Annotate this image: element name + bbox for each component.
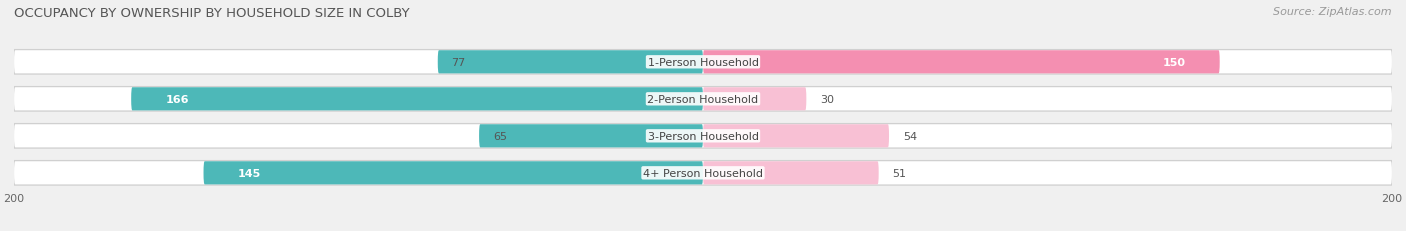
Text: 65: 65 bbox=[494, 131, 508, 141]
Text: 51: 51 bbox=[893, 168, 907, 178]
FancyBboxPatch shape bbox=[703, 88, 807, 111]
FancyBboxPatch shape bbox=[14, 51, 1392, 74]
Text: 1-Person Household: 1-Person Household bbox=[648, 58, 758, 67]
Text: 150: 150 bbox=[1163, 58, 1185, 67]
FancyBboxPatch shape bbox=[703, 161, 879, 185]
FancyBboxPatch shape bbox=[14, 125, 1392, 148]
FancyBboxPatch shape bbox=[703, 51, 1219, 74]
Text: 30: 30 bbox=[820, 94, 834, 104]
Text: OCCUPANCY BY OWNERSHIP BY HOUSEHOLD SIZE IN COLBY: OCCUPANCY BY OWNERSHIP BY HOUSEHOLD SIZE… bbox=[14, 7, 409, 20]
FancyBboxPatch shape bbox=[437, 51, 703, 74]
FancyBboxPatch shape bbox=[13, 123, 1393, 149]
FancyBboxPatch shape bbox=[14, 88, 1392, 111]
FancyBboxPatch shape bbox=[14, 161, 1392, 185]
Text: 3-Person Household: 3-Person Household bbox=[648, 131, 758, 141]
FancyBboxPatch shape bbox=[13, 160, 1393, 186]
FancyBboxPatch shape bbox=[131, 88, 703, 111]
Text: 54: 54 bbox=[903, 131, 917, 141]
Text: 166: 166 bbox=[166, 94, 190, 104]
FancyBboxPatch shape bbox=[13, 50, 1393, 75]
Text: 145: 145 bbox=[238, 168, 262, 178]
Text: 2-Person Household: 2-Person Household bbox=[647, 94, 759, 104]
Text: 77: 77 bbox=[451, 58, 465, 67]
Text: Source: ZipAtlas.com: Source: ZipAtlas.com bbox=[1274, 7, 1392, 17]
FancyBboxPatch shape bbox=[703, 125, 889, 148]
FancyBboxPatch shape bbox=[13, 87, 1393, 112]
FancyBboxPatch shape bbox=[479, 125, 703, 148]
Text: 4+ Person Household: 4+ Person Household bbox=[643, 168, 763, 178]
FancyBboxPatch shape bbox=[204, 161, 703, 185]
